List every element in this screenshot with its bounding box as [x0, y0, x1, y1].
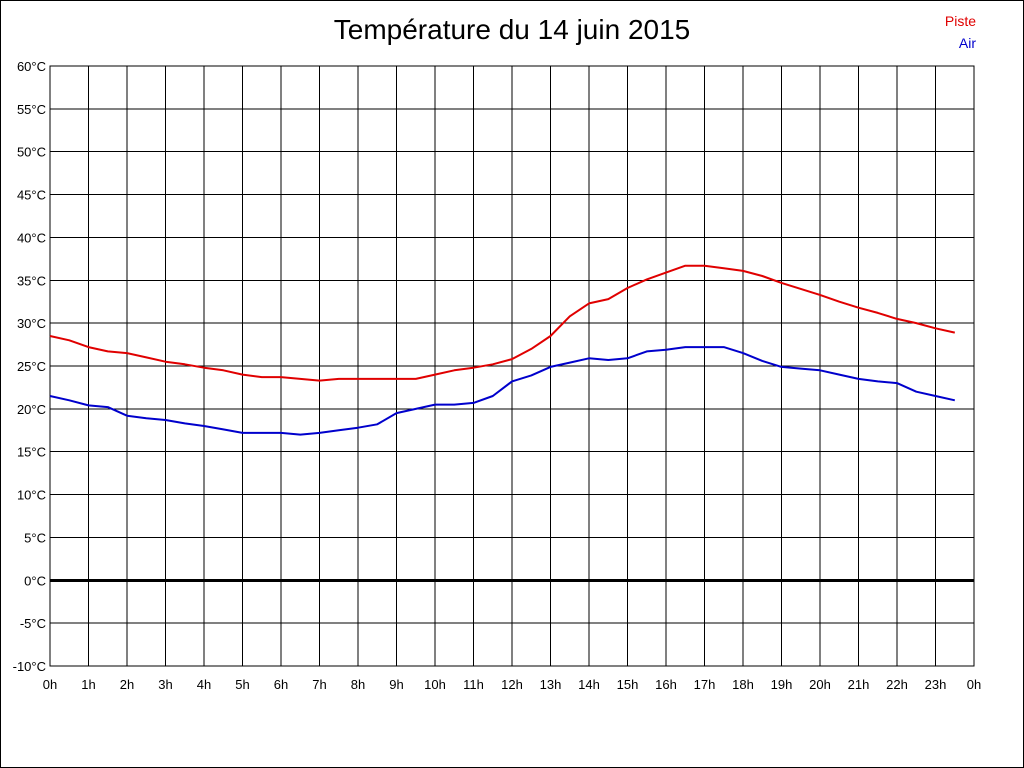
- series-line-air: [49, 346, 956, 436]
- x-tick-label: 17h: [694, 677, 716, 692]
- x-tick-label: 19h: [771, 677, 793, 692]
- x-tick-label: 2h: [120, 677, 134, 692]
- x-tick-label: 14h: [578, 677, 600, 692]
- y-tick-label: 15°C: [17, 445, 46, 460]
- x-tick-label: 0h: [43, 677, 57, 692]
- x-tick-label: 5h: [235, 677, 249, 692]
- y-tick-label: 60°C: [17, 59, 46, 74]
- y-tick-label: 40°C: [17, 230, 46, 245]
- y-tick-label: 55°C: [17, 102, 46, 117]
- legend-item-piste: Piste: [944, 13, 976, 29]
- x-tick-label: 18h: [732, 677, 754, 692]
- x-tick-label: 9h: [389, 677, 403, 692]
- grid-layer: [49, 65, 975, 667]
- x-tick-label: 0h: [967, 677, 981, 692]
- x-tick-label: 6h: [274, 677, 288, 692]
- y-tick-label: 45°C: [17, 188, 46, 203]
- series-layer: [49, 264, 956, 436]
- x-tick-label: 16h: [655, 677, 677, 692]
- y-tick-label: 10°C: [17, 488, 46, 503]
- x-tick-label: 22h: [886, 677, 908, 692]
- x-tick-label: 10h: [424, 677, 446, 692]
- x-tick-label: 13h: [540, 677, 562, 692]
- x-tick-label: 7h: [312, 677, 326, 692]
- y-tick-label: 30°C: [17, 316, 46, 331]
- series-line-piste: [49, 264, 956, 382]
- x-tick-label: 20h: [809, 677, 831, 692]
- x-tick-label: 21h: [848, 677, 870, 692]
- x-tick-label: 1h: [81, 677, 95, 692]
- y-tick-label: 5°C: [24, 530, 46, 545]
- chart-title: Température du 14 juin 2015: [333, 14, 691, 45]
- y-tick-label: 50°C: [17, 145, 46, 160]
- y-tick-label: 35°C: [17, 273, 46, 288]
- x-tick-label: 4h: [197, 677, 211, 692]
- x-tick-label: 3h: [158, 677, 172, 692]
- y-tick-label: 25°C: [17, 359, 46, 374]
- x-tick-label: 12h: [501, 677, 523, 692]
- x-tick-label: 15h: [617, 677, 639, 692]
- y-tick-label: 20°C: [17, 402, 46, 417]
- legend-item-air: Air: [958, 35, 976, 51]
- x-tick-label: 11h: [463, 677, 484, 692]
- x-tick-label: 23h: [925, 677, 947, 692]
- y-tick-label: -5°C: [20, 616, 46, 631]
- y-tick-label: -10°C: [13, 659, 46, 674]
- y-tick-label: 0°C: [24, 573, 46, 588]
- x-tick-label: 8h: [351, 677, 365, 692]
- tick-label-layer: 0h 1h 2h 3h 4h 5h 6h 7h 8h 9h 10h 11h 12h 13h 14h 15h 16…: [13, 59, 982, 692]
